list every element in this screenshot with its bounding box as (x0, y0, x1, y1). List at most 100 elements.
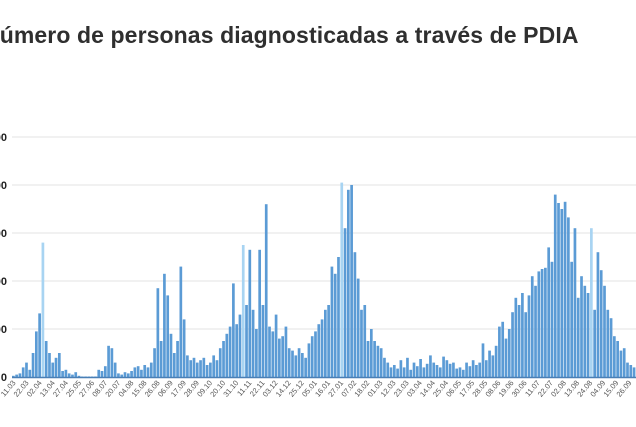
bar (616, 341, 619, 377)
bar (445, 360, 449, 377)
bar (163, 273, 166, 377)
bar (179, 266, 183, 377)
y-tick-label: 800 (0, 180, 7, 192)
bar (143, 365, 147, 377)
bar (540, 269, 544, 377)
bar (324, 309, 327, 377)
bar (507, 329, 511, 377)
bar (471, 360, 475, 377)
bar (110, 348, 114, 377)
bar (373, 341, 376, 377)
bar (74, 372, 78, 377)
bar (25, 362, 28, 377)
bar (297, 348, 301, 377)
y-tick-label: 600 (0, 228, 7, 240)
bar (189, 360, 193, 377)
bar (599, 270, 603, 377)
bar (307, 343, 311, 377)
bar (209, 362, 212, 377)
bar (629, 365, 633, 377)
x-tick-label: 26.09 (615, 379, 634, 399)
bar (218, 348, 222, 377)
bar (530, 276, 534, 377)
bar (12, 375, 15, 377)
bar (402, 367, 406, 377)
bar (586, 293, 590, 377)
bar (278, 338, 281, 377)
bar (376, 345, 380, 377)
bar (392, 365, 396, 377)
bar (255, 329, 258, 377)
bar (153, 348, 156, 377)
bar (435, 365, 439, 377)
bar (241, 245, 245, 377)
bar (232, 283, 235, 377)
bar (494, 345, 498, 377)
bar (609, 318, 613, 377)
bar (97, 369, 101, 377)
bar (619, 350, 623, 377)
bar (117, 373, 120, 377)
y-tick-label: 0 (1, 372, 7, 384)
bar (337, 257, 340, 377)
bar (222, 341, 225, 377)
bar (61, 371, 64, 377)
bar (51, 362, 55, 377)
bar (478, 362, 482, 377)
bar (320, 319, 324, 377)
bar (333, 273, 337, 377)
bar (524, 312, 528, 377)
bar (195, 362, 199, 377)
bar (166, 295, 170, 377)
bar (130, 371, 133, 377)
bar (251, 309, 255, 377)
bar (113, 362, 117, 377)
bar (438, 367, 442, 377)
bar (350, 185, 353, 377)
bar (606, 309, 610, 377)
bar (77, 375, 81, 377)
bar (310, 336, 314, 377)
bar (596, 252, 600, 377)
bar (71, 374, 74, 377)
bar (156, 288, 160, 377)
bar (547, 247, 551, 377)
bar (452, 362, 455, 377)
bar (593, 309, 596, 377)
bar (369, 329, 373, 377)
bar (455, 368, 459, 377)
bar (567, 217, 570, 377)
bar (215, 360, 219, 377)
y-tick-label: 1000 (0, 132, 7, 144)
bar (521, 293, 524, 377)
bar (363, 305, 367, 377)
bar (346, 189, 350, 377)
bar (622, 348, 626, 377)
bar (583, 285, 587, 377)
bar (64, 369, 68, 377)
bar (235, 324, 239, 377)
bar (126, 373, 130, 377)
bar (31, 353, 35, 377)
bar (448, 363, 452, 377)
bar (379, 348, 383, 377)
bar (544, 267, 547, 377)
bar (44, 341, 48, 377)
bar (327, 305, 330, 377)
bar (120, 374, 124, 377)
bar (613, 336, 616, 377)
bar (475, 365, 478, 377)
bar (501, 321, 505, 377)
bar (57, 353, 61, 377)
bar (563, 201, 567, 377)
bar (294, 355, 298, 377)
bar (498, 326, 501, 377)
bar (176, 341, 179, 377)
bar (133, 367, 137, 377)
bar (268, 326, 271, 377)
bar (366, 341, 370, 377)
bar (442, 356, 445, 377)
bar (481, 343, 485, 377)
bar (465, 362, 468, 377)
bar (422, 367, 426, 377)
